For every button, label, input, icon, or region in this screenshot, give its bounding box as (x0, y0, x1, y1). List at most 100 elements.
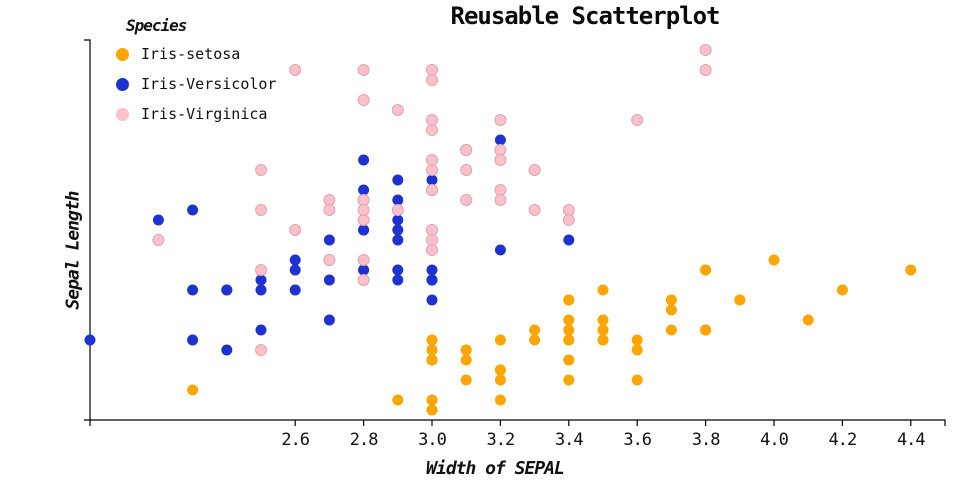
data-point (631, 334, 643, 346)
data-point (426, 184, 438, 196)
data-point (426, 114, 438, 126)
data-point (528, 204, 541, 216)
data-point (357, 94, 370, 106)
x-tick-label: 2.8 (350, 430, 378, 450)
x-tick-label: 3.2 (487, 430, 515, 450)
x-tick-label: 3.4 (555, 430, 583, 450)
data-point (768, 254, 780, 266)
data-point (255, 274, 267, 286)
legend-item[interactable]: Iris-Versicolor (116, 75, 276, 93)
y-axis-label: Sepal Length (62, 191, 84, 310)
data-point (357, 194, 370, 206)
data-point (392, 234, 404, 246)
data-point (563, 234, 575, 246)
data-point (357, 254, 370, 266)
data-point (494, 194, 507, 206)
data-point (597, 284, 609, 296)
data-point (323, 274, 335, 286)
x-tick-label: 4.4 (897, 430, 925, 450)
data-point (597, 334, 609, 346)
legend-swatch-icon (116, 77, 129, 91)
data-point (460, 164, 473, 176)
data-point (426, 64, 438, 76)
data-point (358, 154, 370, 166)
data-point (426, 344, 438, 356)
data-point (426, 334, 438, 346)
data-point (426, 154, 438, 166)
data-point (494, 244, 506, 256)
data-point (289, 264, 301, 276)
data-point (460, 194, 473, 206)
data-point (358, 184, 370, 196)
data-point (563, 294, 575, 306)
data-point (700, 264, 712, 276)
data-point (529, 334, 541, 346)
series-Iris-setosa (187, 254, 917, 416)
legend-item[interactable]: Iris-Virginica (116, 105, 276, 123)
data-point (529, 324, 541, 336)
data-point (323, 234, 335, 246)
data-point (255, 264, 267, 276)
x-tick-label: 3.6 (623, 430, 651, 450)
data-point (700, 324, 712, 336)
chart-title: Reusable Scatterplot (450, 2, 721, 30)
data-point (357, 274, 370, 286)
legend-label: Iris-setosa (141, 45, 241, 63)
data-point (358, 224, 370, 236)
data-point (187, 334, 199, 346)
data-point (255, 164, 267, 176)
data-point (699, 44, 712, 56)
data-point (460, 374, 472, 386)
data-point (631, 344, 643, 356)
data-point (494, 144, 507, 156)
x-tick-label: 4.0 (760, 430, 788, 450)
legend: Species Iris-setosa Iris-Versicolor Iris-V… (116, 16, 276, 135)
data-point (392, 274, 404, 286)
data-point (289, 64, 302, 76)
data-point (323, 254, 336, 266)
data-point (460, 354, 472, 366)
data-point (323, 204, 336, 216)
data-point (426, 234, 438, 246)
data-point (426, 294, 438, 306)
data-point (426, 164, 438, 176)
x-tick-label: 3.8 (692, 430, 720, 450)
data-point (905, 264, 917, 276)
data-point (357, 214, 370, 226)
data-point (323, 314, 335, 326)
data-point (426, 264, 438, 276)
data-point (221, 284, 233, 296)
data-point (391, 204, 404, 216)
data-point (187, 284, 199, 296)
data-point (391, 104, 404, 116)
data-point (494, 374, 506, 386)
data-point (563, 324, 575, 336)
data-point (494, 184, 507, 196)
data-point (734, 294, 746, 306)
data-point (665, 304, 677, 316)
data-point (562, 214, 575, 226)
data-point (392, 224, 404, 236)
data-point (494, 134, 506, 146)
data-point (426, 244, 438, 256)
legend-item[interactable]: Iris-setosa (116, 45, 276, 63)
data-point (392, 214, 404, 226)
data-point (426, 394, 438, 406)
data-point (494, 334, 506, 346)
series-Iris-Virginica (152, 44, 712, 356)
y-axis (84, 39, 91, 421)
data-point (563, 314, 575, 326)
data-point (187, 384, 199, 396)
data-point (255, 204, 267, 216)
data-point (358, 264, 370, 276)
x-axis (89, 419, 946, 426)
data-point (460, 344, 472, 356)
data-point (392, 174, 404, 186)
data-point (152, 214, 164, 226)
data-point (426, 354, 438, 366)
data-point (255, 344, 267, 356)
data-point (836, 284, 848, 296)
data-point (665, 294, 677, 306)
data-point (426, 174, 438, 186)
